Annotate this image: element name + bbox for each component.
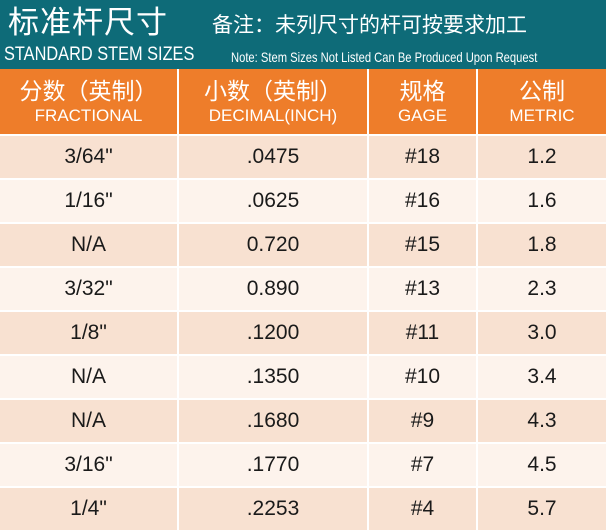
cell-gage: #10 [368,354,478,399]
cell-fractional: N/A [0,398,179,443]
cell-fractional: N/A [0,354,179,399]
cell-decimal: .0625 [178,178,369,223]
cell-decimal: .0475 [178,134,369,179]
cell-fractional: 3/64" [0,134,179,179]
header-decimal: 小数（英制） DECIMAL(INCH) [178,69,369,135]
table-row: 3/32" 0.890 #13 2.3 [0,266,606,311]
header-label-en: DECIMAL(INCH) [208,105,338,125]
cell-fractional: 1/8" [0,310,179,355]
cell-gage: #18 [368,134,478,179]
cell-decimal: .1770 [178,442,369,487]
cell-decimal: 0.720 [178,222,369,267]
table-row: 1/8" .1200 #11 3.0 [0,310,606,355]
table-row: 1/4" .2253 #4 5.7 [0,486,606,530]
table-header-row: 分数（英制） FRACTIONAL 小数（英制） DECIMAL(INCH) 规… [0,69,606,135]
stem-size-table: 分数（英制） FRACTIONAL 小数（英制） DECIMAL(INCH) 规… [0,69,606,530]
title-english: STANDARD STEM SIZES [4,44,195,65]
cell-fractional: 3/16" [0,442,179,487]
table-row: 1/16" .0625 #16 1.6 [0,178,606,223]
note-english: Note: Stem Sizes Not Listed Can Be Produ… [231,49,538,65]
table-row: 3/64" .0475 #18 1.2 [0,134,606,179]
table-row: N/A 0.720 #15 1.8 [0,222,606,267]
note-chinese: 备注：未列尺寸的杆可按要求加工 [212,13,527,37]
cell-gage: #15 [368,222,478,267]
header-gage: 规格 GAGE [368,69,478,135]
cell-metric: 3.4 [477,354,606,399]
cell-fractional: 1/16" [0,178,179,223]
cell-metric: 2.3 [477,266,606,311]
cell-decimal: 0.890 [178,266,369,311]
cell-fractional: 3/32" [0,266,179,311]
cell-metric: 1.2 [477,134,606,179]
title-chinese: 标准杆尺寸 [8,5,168,41]
header-label-cn: 小数（英制） [204,78,342,105]
cell-fractional: N/A [0,222,179,267]
cell-metric: 3.0 [477,310,606,355]
cell-gage: #4 [368,486,478,530]
title-banner: 标准杆尺寸 备注：未列尺寸的杆可按要求加工 STANDARD STEM SIZE… [0,0,606,69]
header-label-cn: 公制 [519,78,565,105]
header-label-cn: 规格 [399,78,446,105]
header-label-en: FRACTIONAL [34,105,143,125]
header-fractional: 分数（英制） FRACTIONAL [0,69,179,135]
cell-gage: #11 [368,310,478,355]
cell-decimal: .1200 [178,310,369,355]
header-label-en: GAGE [397,105,448,125]
table-row: N/A .1680 #9 4.3 [0,398,606,443]
cell-metric: 1.6 [477,178,606,223]
cell-gage: #16 [368,178,478,223]
header-metric: 公制 METRIC [477,69,606,135]
cell-decimal: .2253 [178,486,369,530]
cell-decimal: .1680 [178,398,369,443]
cell-metric: 5.7 [477,486,606,530]
cell-decimal: .1350 [178,354,369,399]
cell-fractional: 1/4" [0,486,179,530]
cell-metric: 1.8 [477,222,606,267]
header-label-cn: 分数（英制） [19,78,158,105]
table-row: N/A .1350 #10 3.4 [0,354,606,399]
cell-metric: 4.3 [477,398,606,443]
cell-gage: #7 [368,442,478,487]
cell-metric: 4.5 [477,442,606,487]
header-label-en: METRIC [509,105,575,125]
cell-gage: #9 [368,398,478,443]
table-row: 3/16" .1770 #7 4.5 [0,442,606,487]
cell-gage: #13 [368,266,478,311]
